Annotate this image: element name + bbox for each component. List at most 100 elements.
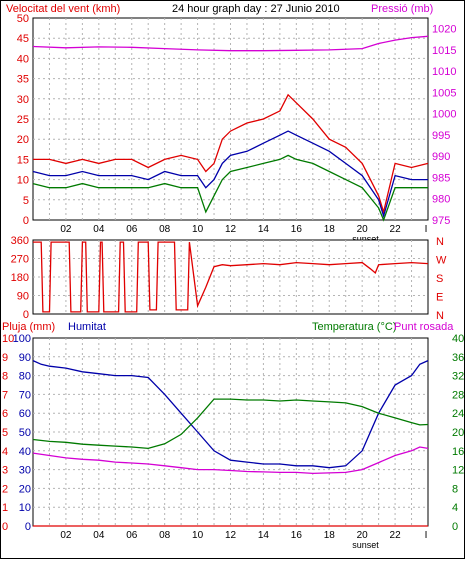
temp-x-tick-label: 14 — [258, 530, 270, 541]
pluja-y-tick-label: 4 — [2, 446, 8, 458]
humitat-y-tick-label: 40 — [19, 446, 31, 458]
wind-y-tick-label: 30 — [17, 94, 29, 106]
pluja-y-tick-label: 8 — [2, 371, 8, 383]
direction-y-tick-label: 90 — [17, 291, 29, 303]
series-line-blue — [32, 360, 429, 469]
pluja-y-tick-label: 10 — [2, 333, 14, 345]
temp-x-tick-label: 18 — [324, 530, 336, 541]
pluja-y-tick-label: 9 — [2, 352, 8, 364]
wind-sunset-label: sunset — [352, 234, 379, 244]
wind-x-tick-label: 18 — [324, 224, 336, 235]
temp-end-tick: I — [425, 530, 428, 541]
direction-y-tick-label: 0 — [23, 309, 29, 321]
wind-y-tick-label: 25 — [17, 114, 29, 126]
temp-y-tick-label: 0 — [452, 521, 458, 533]
wind-x-tick-label: 10 — [192, 224, 204, 235]
wind-y-tick-label: 10 — [17, 175, 29, 187]
wind-x-tick-label: 22 — [390, 224, 402, 235]
temp-x-tick-label: 08 — [159, 530, 171, 541]
temp-x-tick-label: 04 — [93, 530, 105, 541]
direction-compass-label: N — [436, 236, 444, 248]
pluja-y-tick-label: 0 — [2, 521, 8, 533]
pressure-y-tick-label: 990 — [432, 151, 450, 163]
wind-x-tick-label: 02 — [60, 224, 72, 235]
chart-layers: 0510152025303540455097598098599099510001… — [2, 13, 464, 550]
wind-end-tick: I — [425, 224, 428, 235]
pluja-y-tick-label: 6 — [2, 408, 8, 420]
wind-x-tick-label: 14 — [258, 224, 270, 235]
humitat-y-tick-label: 90 — [19, 352, 31, 364]
wind-y-tick-label: 45 — [17, 33, 29, 45]
series-line-magenta — [32, 446, 429, 475]
humitat-y-tick-label: 0 — [25, 521, 31, 533]
series-line-green — [32, 154, 428, 222]
temp-y-tick-label: 16 — [452, 446, 464, 458]
pressure-y-tick-label: 980 — [432, 194, 450, 206]
humitat-y-tick-label: 70 — [19, 389, 31, 401]
temp-y-tick-label: 8 — [452, 483, 458, 495]
wind-x-tick-label: 04 — [93, 224, 105, 235]
temp-x-tick-label: 22 — [390, 530, 402, 541]
temp-x-tick-label: 10 — [192, 530, 204, 541]
chart-title: 24 hour graph day : 27 Junio 2010 — [172, 3, 340, 15]
direction-compass-label: W — [436, 255, 447, 267]
series-line-red — [33, 93, 429, 215]
legend-punt-rosada: Punt rosada — [394, 321, 454, 333]
wind-y-tick-label: 5 — [23, 195, 29, 207]
humitat-y-tick-label: 100 — [13, 333, 31, 345]
series-line-blue — [32, 130, 428, 219]
direction-compass-label: S — [436, 273, 443, 285]
humitat-y-tick-label: 50 — [19, 427, 31, 439]
pressure-y-tick-label: 975 — [432, 215, 450, 227]
temp-x-tick-label: 06 — [126, 530, 138, 541]
legend-temperatura: Temperatura (°C) — [312, 321, 396, 333]
wind-x-tick-label: 20 — [357, 224, 369, 235]
direction-y-tick-label: 180 — [11, 272, 29, 284]
temp-x-tick-label: 02 — [60, 530, 72, 541]
series-line-green — [32, 398, 429, 450]
wind-y-tick-label: 35 — [17, 74, 29, 86]
pluja-y-tick-label: 3 — [2, 465, 8, 477]
wind-y-tick-label: 15 — [17, 154, 29, 166]
pressure-y-tick-label: 995 — [432, 130, 450, 142]
humitat-y-tick-label: 10 — [19, 502, 31, 514]
pressure-y-tick-label: 1000 — [432, 109, 456, 121]
direction-y-tick-label: 270 — [11, 254, 29, 266]
direction-y-tick-label: 360 — [11, 235, 29, 247]
humitat-y-tick-label: 60 — [19, 408, 31, 420]
direction-compass-label: E — [436, 292, 443, 304]
temp-y-tick-label: 28 — [452, 389, 464, 401]
temp-y-tick-label: 20 — [452, 427, 464, 439]
temp-x-tick-label: 12 — [225, 530, 237, 541]
temp-y-tick-label: 24 — [452, 408, 464, 420]
pluja-y-tick-label: 5 — [2, 427, 8, 439]
pluja-y-tick-label: 7 — [2, 389, 8, 401]
pressure-y-tick-label: 1015 — [432, 45, 456, 57]
temp-sunset-label: sunset — [352, 540, 379, 550]
wind-x-tick-label: 06 — [126, 224, 138, 235]
series-line-magenta — [32, 35, 429, 52]
temp-x-tick-label: 16 — [291, 530, 303, 541]
legend-humitat: Humitat — [68, 321, 106, 333]
humitat-y-tick-label: 20 — [19, 483, 31, 495]
humitat-y-tick-label: 30 — [19, 465, 31, 477]
wind-y-tick-label: 40 — [17, 53, 29, 65]
legend-pluja: Pluja (mm) — [2, 321, 55, 333]
temp-y-tick-label: 4 — [452, 502, 458, 514]
temp-y-tick-label: 32 — [452, 371, 464, 383]
series-line-direction — [33, 241, 429, 313]
pressure-y-tick-label: 1010 — [432, 66, 456, 78]
wind-x-tick-label: 08 — [159, 224, 171, 235]
wind-x-tick-label: 16 — [291, 224, 303, 235]
pressure-y-tick-label: 1020 — [432, 24, 456, 36]
pluja-y-tick-label: 2 — [2, 483, 8, 495]
wind-y-tick-label: 20 — [17, 134, 29, 146]
temp-y-tick-label: 36 — [452, 352, 464, 364]
pressure-y-tick-label: 985 — [432, 172, 450, 184]
pluja-y-tick-label: 1 — [2, 502, 8, 514]
humitat-y-tick-label: 80 — [19, 371, 31, 383]
wind-y-tick-label: 50 — [17, 13, 29, 25]
direction-compass-label: N — [436, 310, 444, 322]
temp-y-tick-label: 40 — [452, 333, 464, 345]
